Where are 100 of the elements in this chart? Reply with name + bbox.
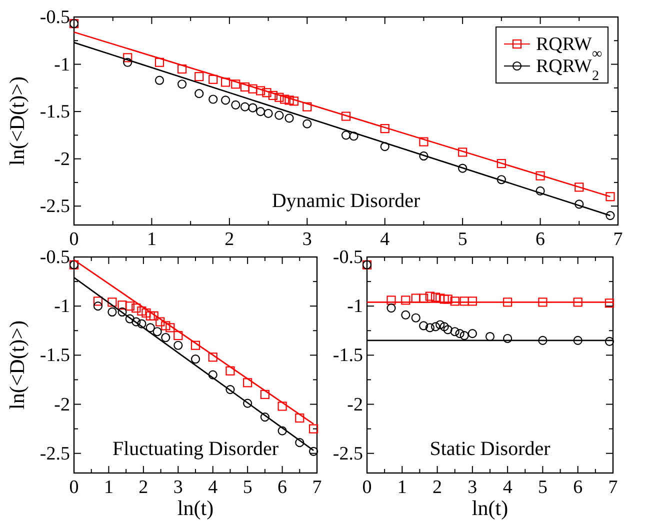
y-tick-label: -0.5	[40, 7, 70, 28]
x-tick-label: 3	[468, 477, 478, 498]
point	[496, 175, 506, 184]
x-tick-label: 0	[69, 477, 79, 498]
point	[260, 390, 270, 400]
point	[386, 304, 396, 313]
point	[284, 96, 294, 105]
x-tick-label: 6	[573, 477, 583, 498]
point	[108, 307, 117, 317]
point	[419, 294, 428, 303]
point	[460, 330, 469, 340]
x-tick-label: 2	[138, 477, 148, 498]
annotation: Dynamic Disorder	[272, 190, 420, 212]
point	[485, 332, 495, 342]
point	[460, 296, 469, 306]
point	[280, 94, 290, 104]
x-axis-title: ln(t)	[177, 496, 214, 520]
y-tick-label: -2.5	[40, 443, 70, 464]
point	[220, 96, 230, 105]
point	[161, 332, 170, 342]
point	[208, 370, 218, 380]
x-tick-label: 6	[536, 229, 546, 250]
point	[450, 296, 460, 306]
point	[177, 80, 187, 89]
point	[386, 296, 396, 305]
point	[161, 321, 170, 330]
point	[536, 171, 545, 180]
point	[458, 164, 468, 173]
point	[295, 438, 304, 448]
point	[248, 84, 258, 94]
x-tick-label: 2	[432, 477, 442, 498]
point	[243, 398, 252, 408]
point	[194, 72, 204, 82]
point	[380, 142, 390, 152]
point	[137, 319, 146, 328]
point	[154, 76, 164, 85]
x-tick-label: 5	[242, 477, 252, 498]
point	[194, 89, 204, 98]
point	[125, 302, 134, 311]
point	[93, 296, 103, 306]
y-tick-label: -0.5	[40, 247, 70, 268]
point	[538, 298, 548, 307]
point	[419, 151, 428, 161]
point	[132, 317, 141, 326]
point	[118, 300, 127, 310]
annotation: Static Disorder	[430, 438, 551, 460]
point	[604, 336, 614, 346]
point	[538, 336, 548, 346]
x-tick-label: 4	[502, 477, 513, 498]
point	[137, 306, 146, 316]
y-tick-label: -1	[54, 296, 70, 318]
x-tick-label: 6	[278, 477, 288, 498]
point	[425, 323, 434, 332]
point	[208, 74, 218, 84]
x-tick-label: 5	[538, 477, 548, 498]
point	[256, 86, 266, 96]
y-tick-label: -2	[54, 394, 70, 416]
point	[208, 352, 218, 362]
point	[231, 80, 240, 89]
point	[574, 200, 584, 209]
point	[177, 64, 187, 74]
point	[468, 329, 477, 338]
point	[274, 110, 284, 120]
point	[149, 311, 158, 320]
point	[154, 58, 164, 67]
point	[606, 192, 615, 202]
point	[248, 103, 258, 112]
point	[401, 296, 410, 305]
point	[289, 96, 298, 106]
point	[419, 137, 428, 146]
point	[220, 78, 230, 87]
point	[226, 384, 235, 394]
point	[243, 378, 252, 388]
point	[262, 88, 272, 98]
point	[430, 322, 440, 332]
point	[108, 298, 117, 307]
point	[536, 186, 545, 196]
point	[606, 210, 615, 220]
point	[440, 294, 449, 304]
point	[264, 108, 273, 118]
point	[302, 102, 312, 112]
point	[231, 100, 240, 110]
point	[190, 340, 200, 350]
x-tick-label: 7	[312, 477, 322, 498]
point	[118, 307, 127, 317]
x-tick-label: 7	[608, 477, 618, 498]
point	[341, 130, 351, 140]
point	[268, 90, 278, 100]
x-tick-label: 1	[397, 477, 407, 498]
point	[302, 119, 312, 128]
point	[430, 292, 440, 302]
point	[260, 412, 270, 422]
point	[573, 298, 582, 307]
point	[284, 114, 294, 123]
point	[419, 321, 428, 330]
point	[123, 58, 132, 67]
point	[208, 94, 218, 104]
y-tick-label: -0.5	[332, 247, 363, 268]
point	[503, 298, 512, 307]
point	[146, 311, 155, 320]
